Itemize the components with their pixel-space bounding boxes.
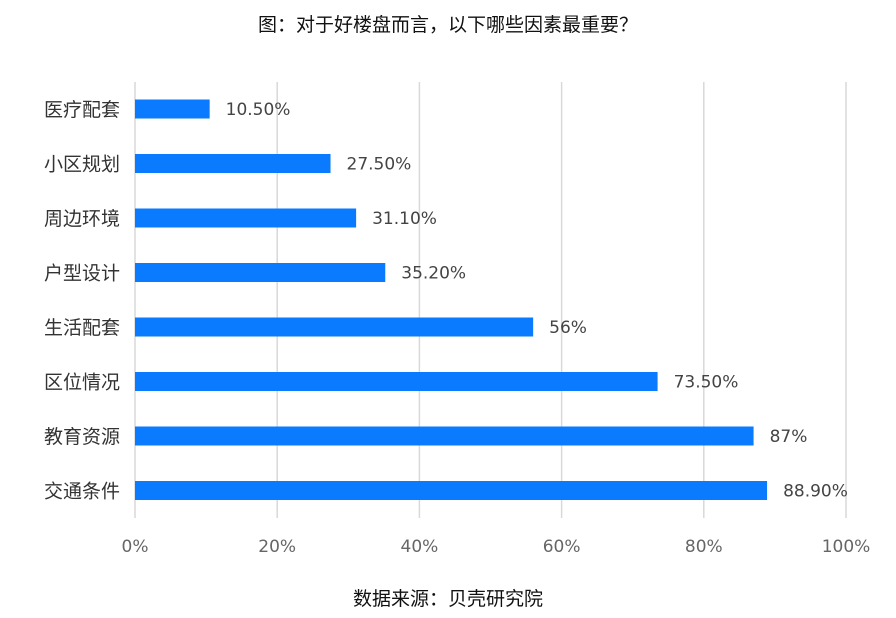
x-tick-label: 60% [543, 537, 581, 557]
value-label: 10.50% [226, 100, 291, 120]
category-label: 小区规划 [44, 154, 120, 176]
x-tick-label: 20% [258, 537, 296, 557]
bar [135, 99, 210, 119]
category-label: 区位情况 [44, 372, 120, 394]
bar [135, 263, 386, 282]
bar [135, 154, 331, 173]
category-label: 生活配套 [44, 317, 120, 339]
bar [135, 481, 768, 500]
x-axis-ticks: 0% 20% 40% 60% 80% 100% [122, 537, 871, 557]
bar [135, 372, 658, 391]
chart-source: 数据来源：贝壳研究院 [352, 588, 543, 610]
x-tick-label: 100% [822, 537, 871, 557]
bar [135, 426, 754, 446]
x-tick-label: 0% [122, 537, 149, 557]
bar [135, 317, 534, 337]
bars [135, 99, 768, 500]
grid-lines [134, 82, 847, 518]
chart-title: 图：对于好楼盘而言，以下哪些因素最重要？ [257, 14, 638, 36]
x-tick-label: 40% [401, 537, 439, 557]
category-label: 周边环境 [44, 208, 120, 230]
category-label: 交通条件 [44, 481, 120, 503]
category-label: 教育资源 [44, 426, 120, 448]
value-label: 88.90% [783, 482, 848, 502]
category-label: 医疗配套 [44, 99, 120, 121]
value-label: 73.50% [674, 373, 739, 393]
value-label: 56% [549, 318, 587, 338]
x-tick-label: 80% [685, 537, 723, 557]
value-label: 87% [770, 427, 808, 447]
value-label: 35.20% [401, 264, 466, 284]
bar [135, 208, 357, 228]
category-label: 户型设计 [44, 263, 120, 285]
value-label: 31.10% [372, 209, 437, 229]
value-label: 27.50% [347, 155, 412, 175]
value-labels: 10.50% 27.50% 31.10% 35.20% 56% 73.50% 87% 88.9… [226, 100, 848, 502]
